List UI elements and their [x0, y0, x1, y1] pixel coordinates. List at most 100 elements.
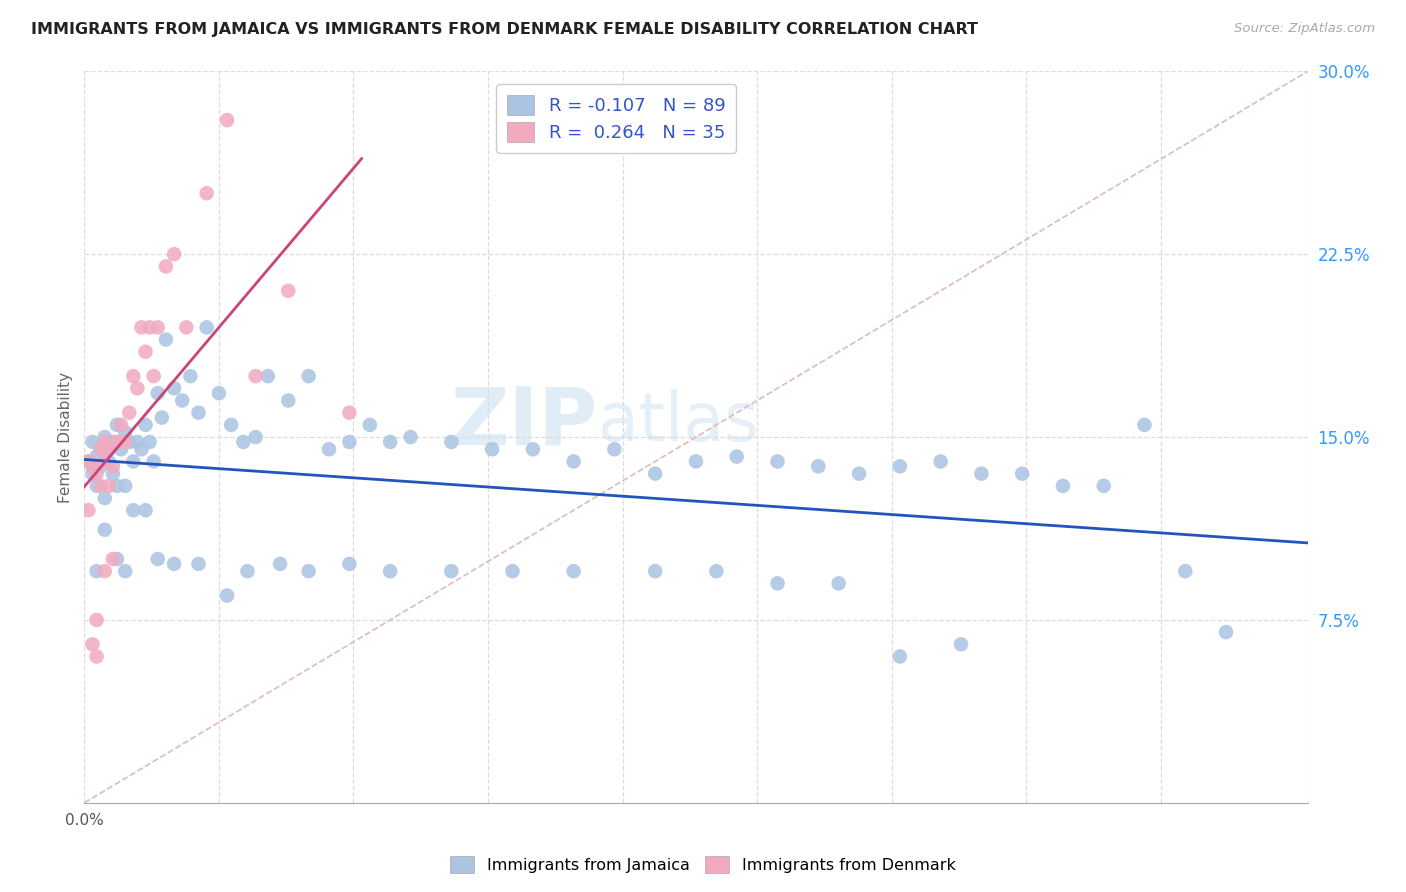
Point	[118, 434, 141, 449]
Point	[245, 430, 267, 444]
Point	[90, 442, 112, 457]
Point	[644, 467, 666, 481]
Point	[105, 434, 128, 449]
Point	[1174, 564, 1197, 578]
Point	[889, 459, 911, 474]
Point	[440, 434, 463, 449]
Point	[217, 113, 239, 128]
Point	[105, 479, 128, 493]
Text: Source: ZipAtlas.com: Source: ZipAtlas.com	[1234, 22, 1375, 36]
Point	[86, 649, 108, 664]
Point	[208, 386, 231, 401]
Point	[101, 434, 124, 449]
Point	[127, 381, 149, 395]
Point	[93, 430, 115, 444]
Point	[232, 434, 254, 449]
Point	[114, 425, 136, 440]
Point	[142, 369, 165, 384]
Point	[269, 557, 291, 571]
Point	[828, 576, 851, 591]
Point	[725, 450, 748, 464]
Point	[257, 369, 280, 384]
Text: IMMIGRANTS FROM JAMAICA VS IMMIGRANTS FROM DENMARK FEMALE DISABILITY CORRELATION: IMMIGRANTS FROM JAMAICA VS IMMIGRANTS FR…	[31, 22, 979, 37]
Point	[146, 552, 169, 566]
Point	[277, 393, 299, 408]
Point	[131, 442, 153, 457]
Point	[135, 344, 157, 359]
Point	[195, 186, 218, 201]
Point	[97, 442, 120, 457]
Point	[603, 442, 626, 457]
Point	[807, 459, 830, 474]
Point	[970, 467, 993, 481]
Legend: Immigrants from Jamaica, Immigrants from Denmark: Immigrants from Jamaica, Immigrants from…	[443, 849, 963, 880]
Point	[127, 434, 149, 449]
Point	[1215, 625, 1237, 640]
Point	[163, 381, 186, 395]
Point	[440, 564, 463, 578]
Point	[236, 564, 259, 578]
Point	[522, 442, 544, 457]
Point	[706, 564, 728, 578]
Point	[82, 637, 104, 651]
Point	[1092, 479, 1115, 493]
Point	[298, 369, 321, 384]
Point	[685, 454, 707, 468]
Point	[172, 393, 194, 408]
Point	[142, 454, 165, 468]
Point	[1011, 467, 1033, 481]
Point	[114, 564, 136, 578]
Point	[82, 459, 104, 474]
Point	[187, 557, 209, 571]
Point	[1052, 479, 1074, 493]
Point	[195, 320, 218, 334]
Legend: R = -0.107   N = 89, R =  0.264   N = 35: R = -0.107 N = 89, R = 0.264 N = 35	[496, 84, 737, 153]
Point	[889, 649, 911, 664]
Point	[644, 564, 666, 578]
Text: ZIP: ZIP	[451, 384, 598, 461]
Point	[217, 589, 239, 603]
Point	[90, 479, 112, 493]
Point	[114, 434, 136, 449]
Point	[339, 406, 361, 420]
Point	[187, 406, 209, 420]
Point	[219, 417, 242, 432]
Point	[97, 454, 120, 468]
Point	[298, 564, 321, 578]
Point	[163, 247, 186, 261]
Y-axis label: Female Disability: Female Disability	[58, 371, 73, 503]
Point	[86, 564, 108, 578]
Point	[399, 430, 422, 444]
Point	[105, 417, 128, 432]
Point	[93, 491, 115, 505]
Point	[82, 467, 104, 481]
Point	[146, 320, 169, 334]
Point	[97, 442, 120, 457]
Point	[101, 467, 124, 481]
Point	[138, 320, 160, 334]
Point	[481, 442, 503, 457]
Point	[146, 386, 169, 401]
Point	[118, 406, 141, 420]
Point	[245, 369, 267, 384]
Point	[562, 454, 585, 468]
Point	[562, 564, 585, 578]
Point	[90, 442, 112, 457]
Point	[380, 434, 402, 449]
Point	[848, 467, 870, 481]
Point	[86, 467, 108, 481]
Point	[766, 576, 789, 591]
Point	[359, 417, 381, 432]
Point	[82, 434, 104, 449]
Point	[86, 479, 108, 493]
Point	[766, 454, 789, 468]
Point	[122, 503, 145, 517]
Point	[339, 434, 361, 449]
Point	[77, 454, 100, 468]
Point	[380, 564, 402, 578]
Point	[155, 333, 177, 347]
Point	[950, 637, 973, 651]
Point	[502, 564, 524, 578]
Point	[122, 369, 145, 384]
Point	[101, 552, 124, 566]
